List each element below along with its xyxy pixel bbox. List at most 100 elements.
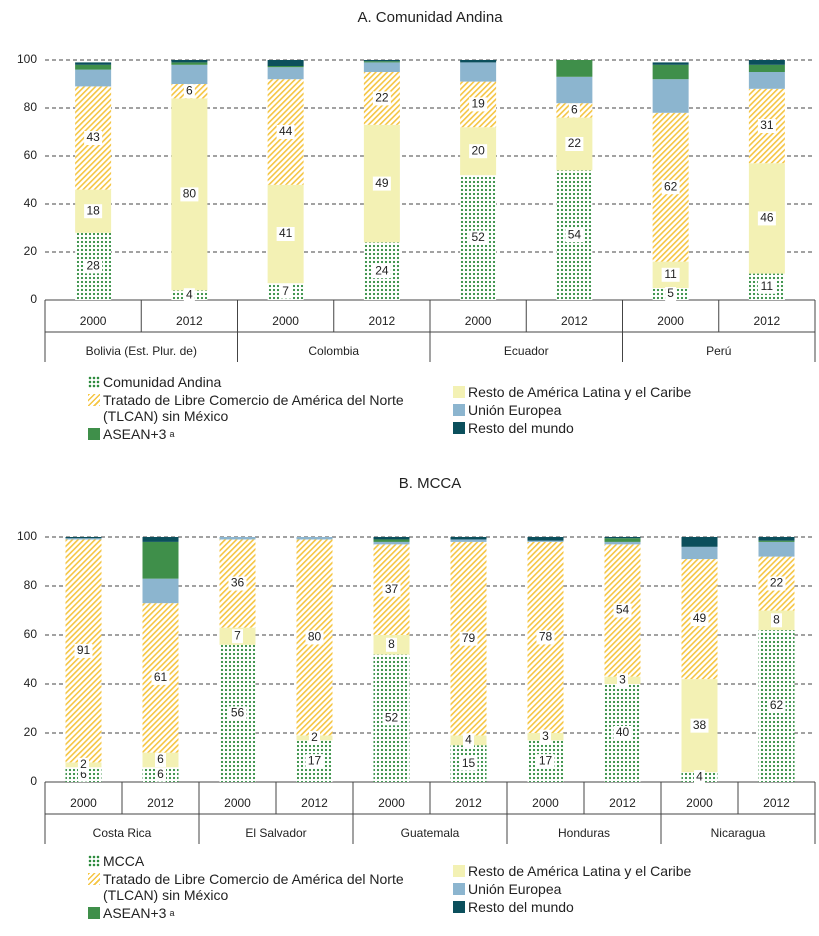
value-label: 22 [568,136,582,150]
value-label-bg [568,103,580,118]
value-label-bg [84,259,103,274]
legend-label: MCCA [103,853,145,869]
value-label: 37 [385,582,399,596]
value-label-bg [309,730,320,745]
value-label: 4 [696,769,703,783]
legend-item: MCCA [88,853,423,869]
value-label-bg [276,125,295,139]
bar-segment [65,538,102,540]
bar-segment [65,537,102,539]
value-label: 80 [308,630,322,644]
x-tick-label: 2012 [609,796,636,810]
bar-segment [363,60,400,62]
x-tick-label: 2000 [378,796,405,810]
legend-item: Resto del mundo [453,420,691,436]
bar-segment [363,62,400,72]
value-label: 78 [539,630,553,644]
legend-item: Unión Europea [453,881,691,897]
value-label: 38 [693,718,707,732]
value-label: 79 [462,631,476,645]
y-tick-label: 0 [30,292,37,306]
value-label-bg [540,729,551,744]
value-label-bg [228,576,247,591]
bar-segment [267,67,304,80]
legend-swatch [453,404,465,416]
bar-segment [267,66,304,68]
value-label: 80 [183,187,197,201]
value-label-bg [469,97,488,112]
value-label-bg [382,582,401,597]
value-label-bg [463,733,474,748]
y-tick-label: 60 [24,627,38,641]
group-label: Costa Rica [93,826,152,840]
value-label: 54 [568,227,582,241]
value-label: 20 [471,143,485,157]
group-label: Ecuador [504,344,549,358]
legend-swatch [453,422,465,434]
legend-swatch [453,883,465,895]
bar-segment [681,546,718,560]
y-tick-label: 100 [17,529,37,543]
value-label: 22 [375,91,389,105]
value-label: 36 [231,576,245,590]
value-label: 2 [80,757,87,771]
legend-column: MCCA Tratado de Libre Comercio de América… [88,853,423,921]
value-label: 41 [279,226,293,240]
bar-segment [267,60,304,66]
footnote-mark: a [169,908,175,918]
value-label: 6 [571,103,578,117]
value-label-bg [280,284,292,299]
value-label-bg [276,227,295,241]
value-label: 4 [465,733,472,747]
bar-segment [142,578,179,604]
chart-title: A. Comunidad Andina [357,9,503,26]
value-label: 18 [86,203,100,217]
legend-label: ASEAN+3 [103,905,167,921]
value-label-bg [771,613,782,628]
value-label: 46 [760,211,774,225]
footnote-mark: a [169,429,175,439]
x-tick-label: 2000 [80,314,107,328]
legend-label: ASEAN+3 [103,426,167,442]
value-label-bg [617,673,628,688]
value-label: 2 [311,730,318,744]
value-label-bg [84,204,103,219]
legend-swatch [453,865,465,877]
group-label: El Salvador [245,826,306,840]
value-label: 6 [186,83,193,97]
value-label-bg [536,630,555,645]
value-label: 6 [157,767,164,781]
value-label-bg [78,767,89,782]
value-label: 7 [234,628,241,642]
x-tick-label: 2000 [532,796,559,810]
legend-item: Resto de América Latina y el Caribe [453,863,691,879]
bar-segment [171,60,208,63]
value-label: 5 [667,286,674,300]
value-label: 15 [462,756,476,770]
value-label: 3 [542,729,549,743]
y-tick-label: 40 [24,196,38,210]
value-label-bg [305,630,324,645]
value-label-bg [74,643,93,658]
value-label-bg [372,264,391,279]
value-label: 6 [80,767,87,781]
legend-label: Unión Europea [468,881,562,897]
legend-item: Resto de América Latina y el Caribe [453,384,691,400]
value-label: 91 [77,643,91,657]
x-tick-label: 2000 [686,796,713,810]
y-tick-label: 80 [24,578,38,592]
value-label: 54 [616,603,630,617]
x-tick-label: 2012 [763,796,790,810]
bar-segment [460,62,497,82]
bar-segment [171,62,208,65]
value-label-bg [469,144,488,159]
group-label: Nicaragua [711,826,766,840]
bar-segment [142,537,179,542]
group-label: Colombia [308,344,359,358]
x-tick-label: 2012 [301,796,328,810]
value-label: 11 [664,267,677,281]
bar-segment [460,60,497,63]
value-label-bg [767,699,786,714]
value-label-bg [459,631,478,646]
value-label: 22 [770,576,784,590]
